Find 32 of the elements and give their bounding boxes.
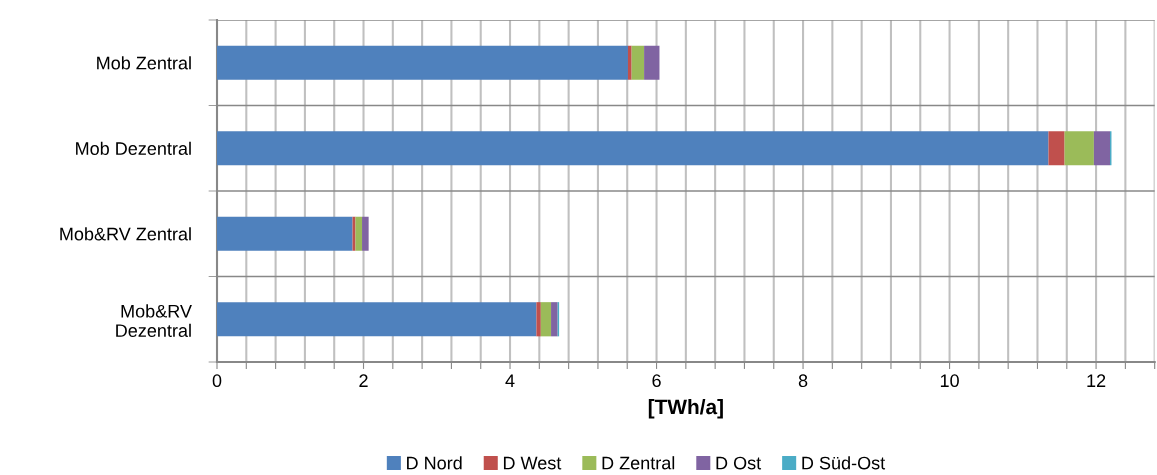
y-tick-label: Mob&RV Dezentral xyxy=(116,304,192,337)
x-tick-label: 2 xyxy=(359,374,368,387)
bar xyxy=(1064,131,1094,166)
bar xyxy=(217,45,628,80)
bar xyxy=(217,216,353,251)
x-tick-label: 10 xyxy=(940,374,959,388)
y-tick-label: Mob&RV Zentral xyxy=(60,227,191,241)
y-tick-label: Mob Zentral xyxy=(97,56,191,70)
bar xyxy=(536,302,541,337)
legend-label: D Süd-Ost xyxy=(802,456,886,470)
x-tick-label: 8 xyxy=(798,374,808,388)
bar xyxy=(1048,131,1065,166)
x-tick-label: 6 xyxy=(652,374,661,388)
x-tick-label: 12 xyxy=(1087,374,1106,387)
legend-label: D West xyxy=(503,456,562,470)
bar xyxy=(355,216,363,251)
bar xyxy=(627,45,632,80)
bar xyxy=(217,131,1049,166)
legend-label: D Ost xyxy=(716,456,762,470)
bar xyxy=(217,302,537,337)
bar xyxy=(644,45,660,80)
y-tick-label: Mob Dezentral xyxy=(76,141,191,155)
bar xyxy=(551,302,558,337)
x-axis-title: [TWh/a] xyxy=(648,398,723,419)
legend-label: D Nord xyxy=(407,456,462,470)
x-tick-label: 0 xyxy=(212,374,222,388)
bar xyxy=(1093,131,1110,166)
legend-label: D Zentral xyxy=(602,456,675,470)
x-tick-label: 4 xyxy=(505,374,515,387)
bar xyxy=(631,45,645,80)
bar xyxy=(540,302,552,337)
bar xyxy=(362,216,369,251)
